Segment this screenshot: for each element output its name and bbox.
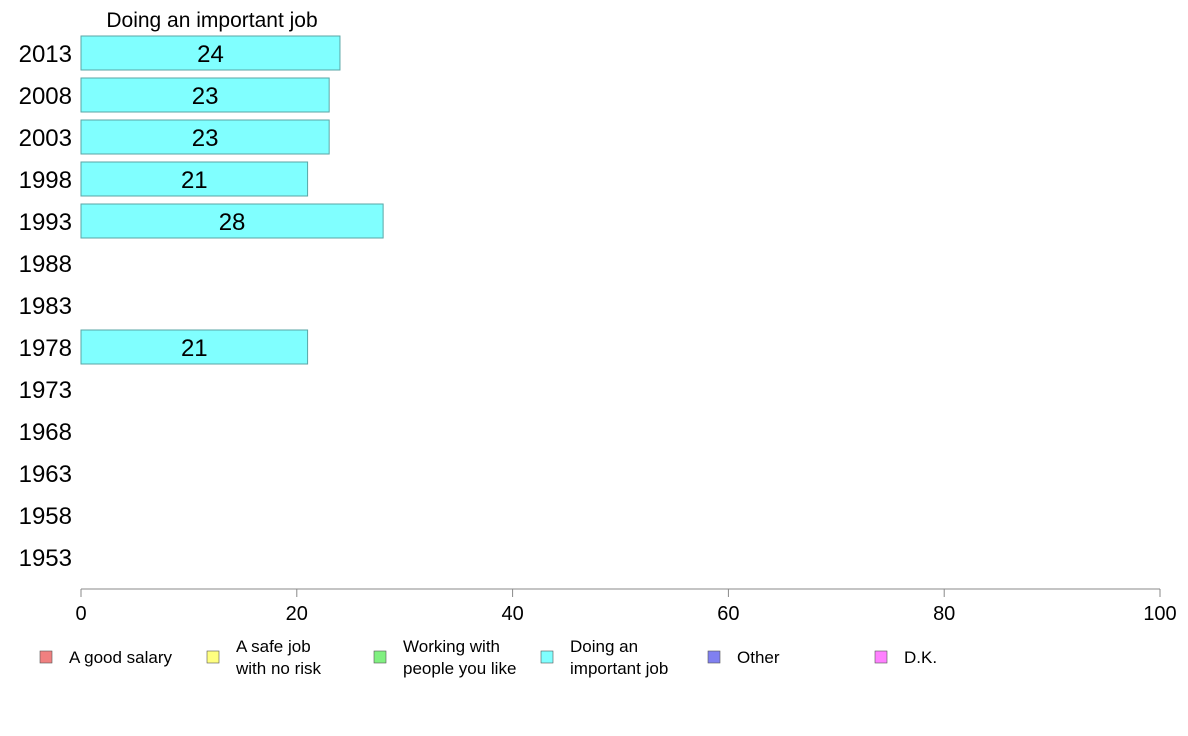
bar xyxy=(80,119,330,155)
y-tick-label: 1968 xyxy=(19,419,72,446)
x-tick-label: 60 xyxy=(717,603,739,625)
legend-entry: D.K. xyxy=(874,648,937,667)
x-tick-label: 80 xyxy=(933,603,955,625)
legend-label: with no risk xyxy=(235,659,322,678)
y-tick-label: 1978 xyxy=(19,335,72,362)
y-tick-label: 1993 xyxy=(19,209,72,236)
legend-entry: Working with people you like xyxy=(373,637,516,678)
legend-swatch xyxy=(707,650,721,664)
chart-title: Doing an important job xyxy=(106,9,317,32)
legend-swatch xyxy=(39,650,53,664)
legend-label: important job xyxy=(570,659,668,678)
y-tick-label: 1953 xyxy=(19,545,72,572)
y-tick-label: 1963 xyxy=(19,461,72,488)
legend: A good salary A safe job with no risk Worki… xyxy=(39,637,937,678)
y-tick-label: 1973 xyxy=(19,377,72,404)
bar xyxy=(80,161,309,197)
legend-entry: A good salary xyxy=(39,648,173,667)
legend-label: people you like xyxy=(403,659,516,678)
bar-value-label: 28 xyxy=(219,209,246,236)
x-tick-label: 100 xyxy=(1143,603,1176,625)
y-tick-label: 1998 xyxy=(19,167,72,194)
x-tick-label: 20 xyxy=(286,603,308,625)
bar xyxy=(80,203,384,239)
legend-swatch xyxy=(874,650,888,664)
y-axis-ticks: 2013 2008 2003 1998 1993 1988 1983 1978 1973 1968… xyxy=(19,41,72,572)
x-tick-label: 40 xyxy=(501,603,523,625)
x-axis: 0 20 40 60 80 100 xyxy=(75,588,1177,625)
legend-swatch xyxy=(206,650,220,664)
x-tick-label: 0 xyxy=(75,603,86,625)
bar-value-label: 23 xyxy=(192,125,219,152)
bar-value-label: 23 xyxy=(192,83,219,110)
legend-swatch xyxy=(540,650,554,664)
y-tick-label: 2013 xyxy=(19,41,72,68)
y-tick-label: 2008 xyxy=(19,83,72,110)
legend-swatch xyxy=(373,650,387,664)
bar xyxy=(80,35,341,71)
legend-entry: Doing an important job xyxy=(540,637,668,678)
y-tick-label: 1958 xyxy=(19,503,72,530)
bar-value-label: 24 xyxy=(197,41,224,68)
bar xyxy=(80,77,330,113)
legend-label: Working with xyxy=(403,637,500,656)
bar-value-label: 21 xyxy=(181,167,208,194)
bar xyxy=(80,329,309,365)
bar-value-label: 21 xyxy=(181,335,208,362)
legend-label: D.K. xyxy=(904,648,937,667)
legend-entry: A safe job with no risk xyxy=(206,637,322,678)
legend-label: A safe job xyxy=(236,637,311,656)
y-tick-label: 2003 xyxy=(19,125,72,152)
legend-label: A good salary xyxy=(69,648,173,667)
y-tick-label: 1983 xyxy=(19,293,72,320)
legend-label: Doing an xyxy=(570,637,638,656)
legend-entry: Other xyxy=(707,648,780,667)
y-tick-label: 1988 xyxy=(19,251,72,278)
legend-label: Other xyxy=(737,648,780,667)
bar-group: 24 23 23 21 28 21 xyxy=(80,35,384,365)
